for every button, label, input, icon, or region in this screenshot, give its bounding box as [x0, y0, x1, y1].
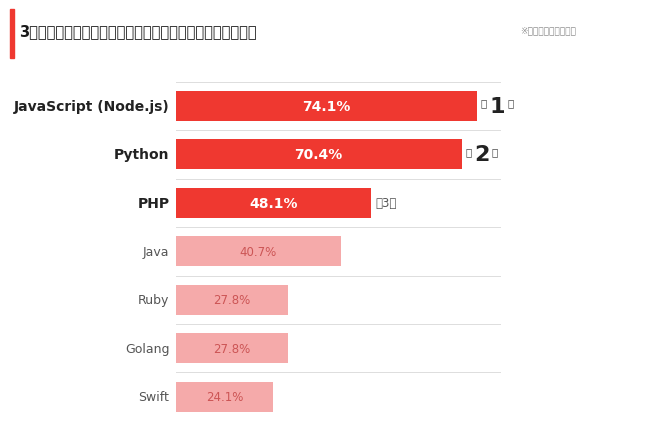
Text: 74.1%: 74.1%	[302, 100, 350, 114]
Bar	[176, 188, 371, 218]
Text: ※侍エンジニア塾調べ: ※侍エンジニア塾調べ	[520, 27, 576, 36]
Text: 70.4%: 70.4%	[294, 148, 343, 162]
Bar	[176, 333, 289, 363]
Bar	[176, 237, 341, 267]
Text: Golang: Golang	[125, 342, 170, 355]
Text: 48.1%: 48.1%	[249, 196, 298, 210]
Text: 40.7%: 40.7%	[240, 245, 277, 258]
Text: 第: 第	[480, 98, 487, 108]
Text: 24.1%: 24.1%	[206, 390, 243, 403]
Bar	[176, 92, 476, 122]
Text: 1: 1	[489, 97, 505, 117]
Text: 位: 位	[492, 147, 498, 157]
Bar	[176, 285, 289, 315]
Text: JavaScript (Node.js): JavaScript (Node.js)	[14, 100, 170, 114]
Text: 3年後仕事で使えそうなプログラミング言語（複数回答可）: 3年後仕事で使えそうなプログラミング言語（複数回答可）	[20, 24, 257, 39]
Text: Ruby: Ruby	[138, 293, 170, 306]
Text: 第: 第	[465, 147, 472, 157]
Text: 27.8%: 27.8%	[213, 293, 251, 306]
Text: Java: Java	[143, 245, 170, 258]
Text: 27.8%: 27.8%	[213, 342, 251, 355]
Bar	[176, 382, 274, 412]
Text: 位: 位	[507, 98, 514, 108]
Bar	[10, 10, 14, 59]
Text: 第3位: 第3位	[375, 197, 396, 210]
Text: PHP: PHP	[137, 196, 170, 210]
Bar	[176, 140, 461, 170]
Text: Swift: Swift	[138, 390, 170, 403]
Text: Python: Python	[114, 148, 170, 162]
Text: 2: 2	[474, 145, 490, 165]
